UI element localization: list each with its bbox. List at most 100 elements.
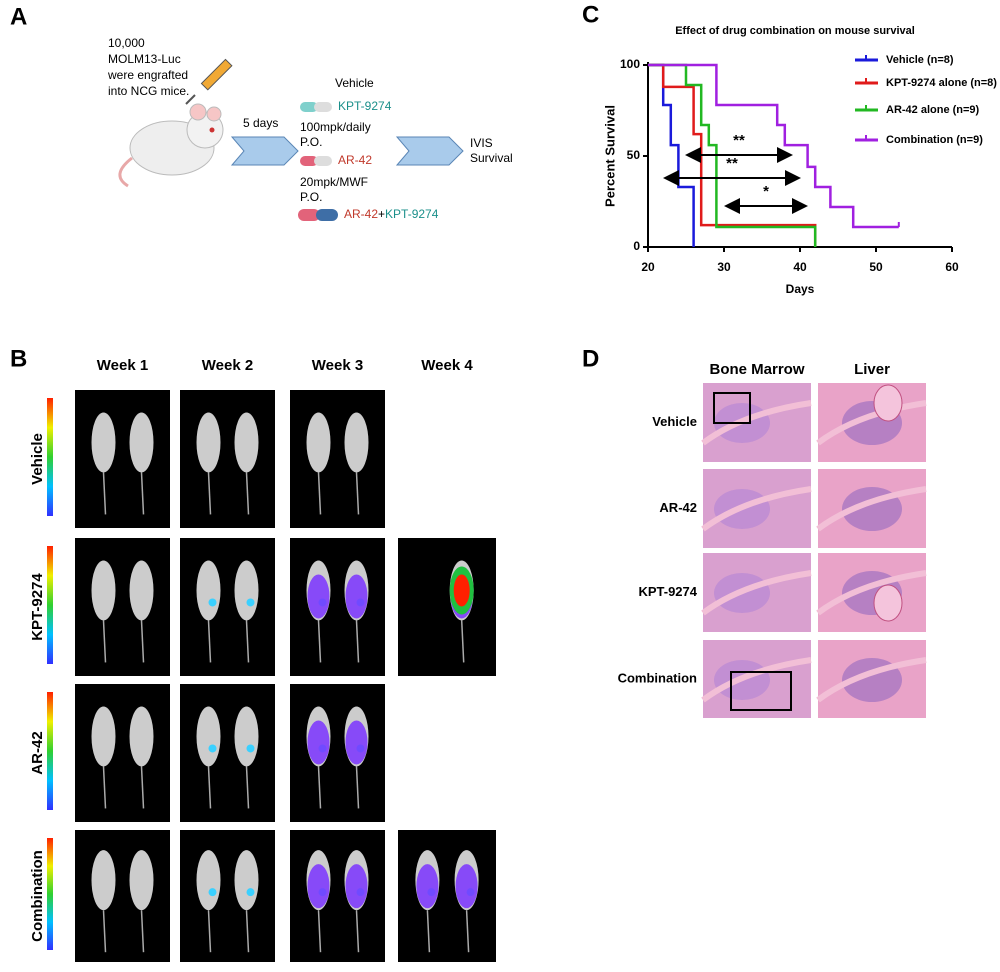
mouse [129,412,154,473]
mouse-tail [355,472,360,515]
mouse-tail [245,766,250,809]
ivis-image [290,538,385,676]
colorbar [47,692,53,810]
label: AR-42 [344,207,378,221]
label: into NCG mice. [108,84,189,98]
signal [208,598,217,607]
label: Week 3 [312,357,363,374]
x-tick-label: 50 [869,260,883,274]
ivis-image [398,538,496,676]
label: P.O. [300,135,322,149]
label: Bone Marrow [709,361,804,378]
mouse [234,560,259,621]
signal [345,574,368,619]
tissue-region [701,486,812,532]
signal [208,888,217,897]
mouse [129,850,154,911]
panel-letter: B [10,345,27,372]
label: MOLM13-Luc [108,52,181,66]
x-tick-label: 40 [793,260,807,274]
ivis-image [75,538,170,676]
mouse-eye [209,127,215,133]
label: AR-42+KPT-9274 [344,207,439,221]
colorbar [47,838,53,950]
mouse-tail [140,766,145,809]
ivis-image [75,684,170,822]
label: + [378,207,385,221]
label: Liver [854,361,890,378]
signal [246,598,255,607]
mouse-tail [207,620,212,663]
mouse-ear [206,106,222,122]
capsule [298,209,320,221]
signal [345,720,368,765]
mouse [344,412,369,473]
colorbar [47,546,53,664]
ivis-image [75,830,170,962]
mouse-tail [207,910,212,953]
colorbar [47,398,53,516]
mouse-tail [140,472,145,515]
signal [246,888,255,897]
mouse-tail [355,910,360,953]
needle [185,94,196,105]
label: 5 days [243,116,278,130]
label: 10,000 [108,36,145,50]
signal [453,574,470,607]
label: KPT-9274 [385,207,439,221]
signal [246,744,255,753]
label: Vehicle [29,433,46,485]
mouse-tail [207,472,212,515]
label: AR-42 [659,500,697,515]
tissue-region [816,400,927,446]
label: Survival [470,151,513,165]
x-tick-label: 60 [945,260,959,274]
highlight-box [730,671,792,711]
legend-label: Combination (n=9) [886,134,983,146]
legend-label: KPT-9274 alone (n=8) [886,77,997,89]
mouse [234,706,259,767]
mouse [234,412,259,473]
mouse-tail [426,910,431,953]
survival-curve [648,63,817,247]
signal [455,864,478,909]
mouse-tail [465,910,470,953]
mouse-tail [245,620,250,663]
label: Vehicle [335,76,374,90]
capsule [314,156,332,166]
mouse [196,850,221,911]
mouse-tail [245,472,250,515]
mouse [196,560,221,621]
significance-label: ** [726,155,738,172]
survival-curve [648,63,899,229]
label: were engrafted [107,68,188,82]
label: P.O. [300,190,322,204]
highlight-box [713,392,751,424]
ivis-image [398,830,496,962]
panel-letter: C [582,1,599,28]
mouse-tail [102,620,107,663]
tissue-region [701,570,812,616]
vessel [873,384,903,422]
label: Combination [29,850,46,942]
ivis-image [75,390,170,528]
mouse [306,412,331,473]
panel-letter: A [10,3,27,30]
capsule [314,102,332,112]
y-tick-label: 100 [620,57,640,71]
arrow-shape [230,136,299,166]
mouse [196,412,221,473]
x-tick-label: 20 [641,260,655,274]
capsule [300,102,318,112]
y-axis-label: Percent Survival [602,105,617,207]
label: Combination [618,670,697,685]
signal [307,720,330,765]
label: AR-42 [29,731,46,774]
significance-label: ** [733,132,745,149]
label: 20mpk/MWF [300,175,368,189]
syringe [200,58,233,91]
tissue-region [701,657,812,703]
ivis-image [290,684,385,822]
signal [208,744,217,753]
